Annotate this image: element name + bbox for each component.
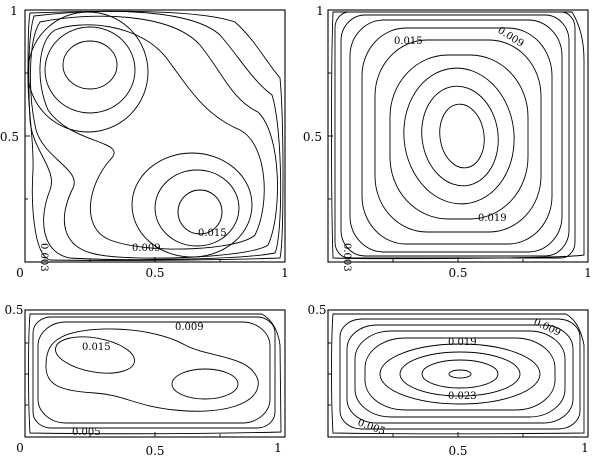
vortex-ring — [374, 39, 542, 233]
x-axis: 0.5 1 — [392, 257, 592, 280]
vortex-ring — [379, 343, 541, 405]
x-axis: 0.5 1 — [392, 432, 589, 458]
y-axis: 0.5 — [4, 303, 28, 406]
panel-top-left: 0.015 0.009 0.003 0 0.5 1 0.5 1 — [0, 4, 289, 280]
outer-streamline — [32, 316, 276, 429]
y-axis: 0.5 1 — [303, 4, 333, 200]
x-tick-label: 0.5 — [145, 266, 164, 280]
figure-eight-streamline — [39, 24, 265, 250]
streamlines — [28, 313, 282, 435]
y-tick-label: 0.5 — [307, 303, 326, 317]
contour-label: 0.009 — [175, 322, 204, 333]
y-axis: 0.5 — [307, 303, 331, 406]
lower-vortex-core — [177, 189, 223, 235]
panel-bottom-right: 0.019 0.009 0.023 0.005 0.5 1 0.5 — [307, 303, 588, 458]
x-tick-label: 0 — [16, 266, 24, 280]
contour-label: 0.009 — [495, 25, 525, 50]
outer-streamline — [27, 10, 284, 261]
figure-eight-streamline — [45, 328, 259, 412]
streamlines — [331, 313, 585, 435]
contour-labels: 0.015 0.009 0.003 — [38, 228, 227, 272]
vortex-ring — [340, 14, 570, 257]
contour-labels: 0.015 0.009 0.005 — [72, 322, 204, 438]
right-vortex-core — [171, 368, 239, 400]
left-vortex-core — [55, 336, 135, 374]
x-tick-label: 1 — [581, 441, 589, 455]
vortex-core — [448, 369, 472, 379]
streamlines — [331, 11, 585, 260]
outer-streamline — [28, 10, 282, 261]
vortex-ring — [364, 337, 556, 411]
upper-vortex-core — [62, 40, 118, 90]
y-tick-label: 0.5 — [303, 130, 322, 144]
contour-label: 0.003 — [341, 243, 352, 272]
contour-label: 0.005 — [356, 417, 387, 437]
outer-streamline — [331, 11, 585, 260]
lower-vortex-ring — [154, 169, 240, 247]
y-tick-label: 1 — [10, 4, 18, 18]
vortex-ring — [403, 67, 515, 205]
vortex-ring — [421, 85, 499, 187]
streamlines — [27, 10, 284, 261]
y-tick-label: 0.5 — [0, 130, 19, 144]
lower-vortex-ring — [131, 152, 253, 258]
contour-label: 0.005 — [72, 427, 101, 438]
outer-streamline — [28, 313, 282, 435]
upper-vortex-ring — [44, 26, 136, 114]
contour-label: 0.009 — [532, 317, 563, 339]
upper-vortex-ring — [27, 11, 149, 133]
panel-frame — [327, 9, 589, 263]
y-axis: 0.5 1 — [0, 4, 30, 200]
panel-frame — [24, 9, 286, 263]
vortex-ring — [334, 11, 576, 259]
vortex-ring — [389, 54, 529, 220]
contour-label: 0.019 — [478, 213, 507, 224]
x-tick-label: 1 — [584, 266, 592, 280]
vortex-ring — [399, 351, 521, 397]
outer-streamline — [37, 321, 271, 424]
outer-streamline — [29, 15, 278, 259]
x-tick-label: 0.5 — [448, 444, 467, 458]
panel-bottom-left: 0.015 0.009 0.005 0 0.5 1 0.5 — [4, 303, 286, 458]
contour-label: 0.009 — [132, 243, 161, 254]
x-tick-label: 1 — [274, 441, 282, 455]
x-tick-label: 0 — [16, 441, 24, 455]
contour-label: 0.015 — [198, 228, 227, 239]
vortex-ring — [354, 330, 566, 418]
panel-frame — [24, 309, 286, 438]
vortex-ring — [421, 359, 499, 389]
vortex-ring — [349, 19, 563, 253]
x-tick-label: 1 — [281, 266, 289, 280]
x-tick-label: 0.5 — [145, 444, 164, 458]
contour-label: 0.015 — [82, 342, 111, 353]
contour-label: 0.019 — [448, 337, 477, 348]
x-axis: 0 0.5 1 — [16, 257, 289, 280]
contour-label: 0.003 — [38, 243, 49, 272]
vortex-ring — [361, 27, 553, 245]
vortex-ring — [346, 324, 574, 424]
vortex-core — [439, 103, 485, 169]
x-axis: 0 0.5 1 — [16, 432, 282, 458]
vortex-ring — [339, 318, 581, 430]
contour-label: 0.023 — [448, 391, 477, 402]
panel-top-right: 0.015 0.009 0.019 0.003 0.5 1 0.5 1 — [303, 4, 592, 280]
contour-label: 0.015 — [394, 36, 423, 47]
x-tick-label: 0.5 — [448, 266, 467, 280]
y-tick-label: 0.5 — [4, 303, 23, 317]
outer-streamline — [331, 313, 585, 435]
y-tick-label: 1 — [316, 4, 324, 18]
contour-labels: 0.019 0.009 0.023 0.005 — [356, 317, 562, 438]
